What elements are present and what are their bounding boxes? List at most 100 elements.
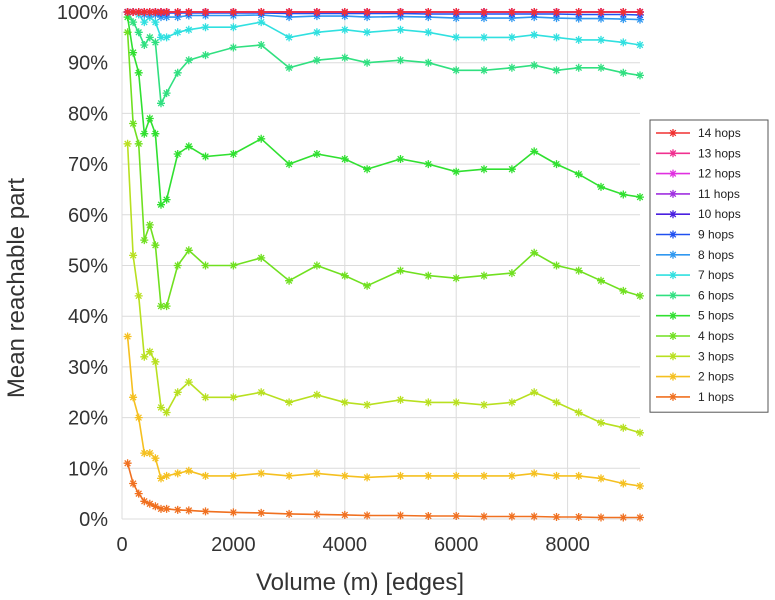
data-point (201, 471, 210, 480)
data-point (507, 63, 516, 72)
data-point (619, 286, 628, 295)
x-tick-label: 6000 (434, 534, 479, 556)
data-point (184, 466, 193, 475)
data-point (229, 393, 238, 402)
data-point (396, 155, 405, 163)
data-point (597, 276, 605, 285)
data-point (619, 190, 628, 199)
legend-label: 1 hops (698, 390, 734, 404)
series-layer (123, 8, 644, 522)
data-point (507, 14, 516, 23)
data-point (229, 471, 238, 480)
data-point (452, 512, 461, 520)
data-point (574, 266, 583, 275)
data-point (257, 41, 266, 49)
data-point (597, 474, 605, 483)
legend-marker (669, 250, 677, 259)
series-14-hops (123, 8, 644, 16)
y-tick-label: 80% (68, 103, 108, 125)
legend-label: 9 hops (698, 228, 734, 242)
data-point (507, 512, 516, 521)
data-point (312, 261, 321, 270)
data-point (552, 471, 561, 480)
data-point (229, 23, 238, 32)
legend-entry: 11 hops (656, 187, 740, 201)
data-point (134, 139, 143, 148)
data-point (285, 33, 294, 42)
data-point (480, 400, 488, 409)
legend-marker (669, 311, 677, 320)
data-point (129, 479, 138, 488)
data-point (363, 8, 372, 16)
series-line (126, 16, 641, 207)
legend-entry: 7 hops (656, 268, 734, 282)
data-point (424, 58, 433, 67)
data-point (123, 139, 132, 148)
data-point (480, 14, 488, 23)
legend-entry: 5 hops (656, 309, 734, 323)
data-point (123, 8, 132, 16)
data-point (574, 471, 583, 480)
data-point (151, 454, 160, 463)
data-point (184, 56, 193, 65)
data-point (257, 469, 266, 478)
data-point (201, 393, 210, 402)
data-point (396, 25, 405, 34)
data-point (151, 8, 160, 16)
data-point (140, 449, 149, 458)
data-point (552, 261, 561, 270)
data-point (597, 63, 605, 72)
data-point (552, 8, 561, 16)
legend-entry: 6 hops (656, 288, 734, 302)
data-point (396, 56, 405, 65)
data-point (145, 33, 154, 42)
data-point (134, 28, 143, 37)
y-tick-label: 40% (68, 306, 108, 328)
legend-box (649, 119, 769, 413)
data-point (123, 28, 132, 37)
data-point (162, 8, 171, 16)
data-point (162, 408, 171, 417)
data-point (134, 413, 143, 422)
data-point (151, 38, 160, 47)
y-tick-label: 50% (68, 256, 108, 278)
data-point (312, 390, 321, 399)
data-point (636, 291, 644, 300)
legend: 14 hops 13 hops 12 hops 11 hops 10 hops 9 hop… (649, 119, 769, 413)
y-tick-label: 10% (68, 458, 108, 480)
data-point (129, 48, 138, 57)
data-point (157, 200, 165, 209)
data-point (257, 253, 266, 262)
data-point (424, 512, 433, 520)
data-point (229, 150, 238, 158)
data-point (157, 474, 165, 483)
data-point (340, 398, 349, 407)
data-point (157, 33, 165, 42)
y-tick-label: 70% (68, 154, 108, 176)
data-point (424, 398, 433, 407)
data-point (162, 302, 171, 311)
data-point (424, 471, 433, 480)
data-point (140, 41, 149, 49)
series-4-hops (123, 28, 644, 311)
data-point (123, 459, 132, 468)
legend-marker (669, 149, 677, 158)
data-point (229, 43, 238, 52)
data-point (201, 23, 210, 32)
data-point (184, 378, 193, 387)
data-point (452, 14, 461, 23)
data-point (184, 8, 193, 16)
legend-label: 12 hops (698, 167, 741, 181)
data-point (340, 471, 349, 480)
x-axis-label: Volume (m) [edges] (256, 569, 464, 596)
data-point (424, 28, 433, 37)
data-point (619, 15, 628, 24)
data-point (363, 473, 372, 482)
data-point (312, 469, 321, 478)
legend-marker (669, 271, 677, 280)
data-point (173, 505, 182, 514)
data-point (480, 271, 488, 280)
data-point (162, 89, 171, 98)
data-point (452, 274, 461, 283)
data-point (285, 398, 294, 407)
